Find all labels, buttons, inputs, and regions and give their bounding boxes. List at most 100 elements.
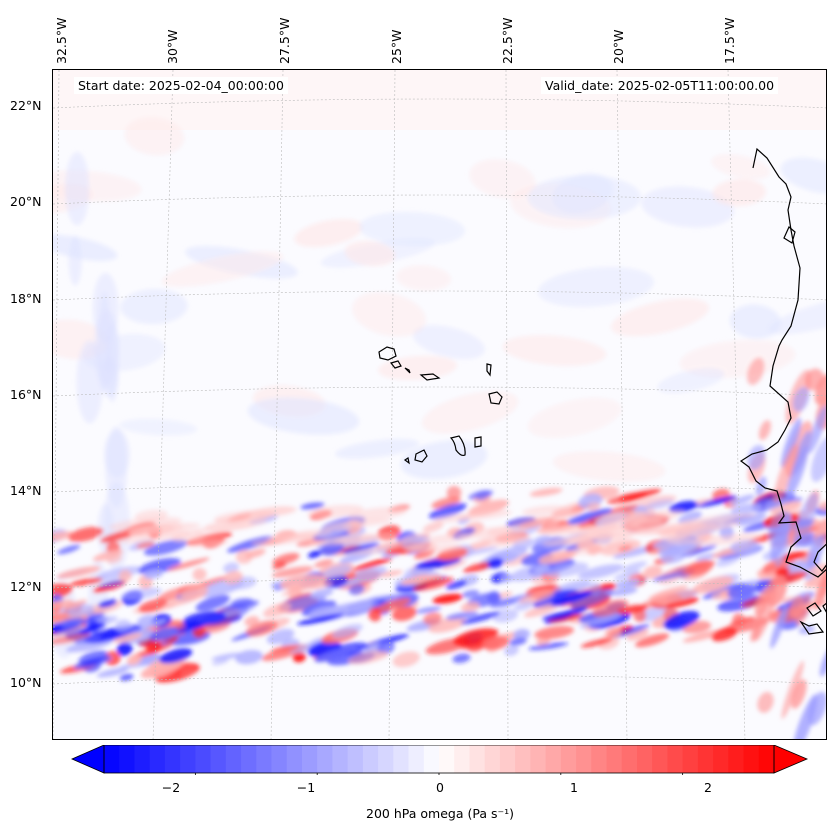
colorbar-segment — [378, 745, 394, 773]
omega-anomaly-cell — [106, 322, 119, 403]
omega-anomaly-cell — [532, 589, 580, 608]
omega-anomaly-cell — [347, 650, 389, 665]
colorbar-segment — [515, 745, 531, 773]
omega-anomaly-cell — [117, 532, 192, 544]
omega-anomaly-cell — [292, 652, 306, 663]
omega-anomaly-cell — [348, 584, 365, 595]
colorbar-segment — [423, 745, 440, 773]
omega-anomaly-cell — [161, 251, 284, 287]
gridline-12n — [53, 578, 826, 589]
omega-anomaly-cell — [500, 573, 513, 583]
lon-label-17-5w: 17.5°W — [722, 17, 737, 64]
omega-anomaly-cell — [422, 521, 444, 533]
omega-anomaly-cell — [182, 611, 227, 626]
omega-anomaly-cell — [469, 535, 531, 548]
omega-anomaly-cell — [541, 526, 593, 536]
colorbar-segment — [119, 745, 136, 773]
omega-anomaly-cell — [786, 445, 809, 500]
omega-anomaly-cell — [531, 566, 545, 577]
omega-anomaly-cell — [730, 616, 755, 626]
bijagos-island-a — [806, 602, 822, 617]
west-africa-coastline — [739, 147, 826, 635]
omega-anomaly-cell — [314, 646, 355, 663]
island-sao-nicolau — [419, 373, 441, 381]
omega-anomaly-cell — [579, 613, 623, 629]
map-panel[interactable] — [52, 69, 827, 740]
omega-anomaly-cell — [272, 561, 287, 570]
omega-anomaly-cell — [425, 544, 464, 553]
colorbar-segment — [545, 745, 562, 773]
colorbar-segment — [301, 745, 318, 773]
omega-anomaly-cell — [735, 512, 767, 526]
island-fogo — [414, 449, 428, 463]
gridline-14n — [53, 482, 826, 493]
colorbar-segment — [728, 745, 745, 773]
gridline-20n — [53, 194, 826, 205]
islet-banc-darguin — [783, 226, 796, 244]
omega-anomaly-cell — [392, 651, 420, 668]
omega-anomaly-cell — [309, 581, 333, 590]
omega-anomaly-cell — [136, 541, 155, 549]
omega-anomaly-cell — [120, 587, 162, 600]
omega-anomaly-cell — [113, 632, 143, 644]
omega-anomaly-cell — [327, 651, 367, 666]
colorbar-segment — [210, 745, 227, 773]
omega-anomaly-cell — [682, 629, 725, 643]
omega-anomaly-cell — [63, 599, 88, 610]
omega-anomaly-cell — [73, 636, 102, 644]
colorbar-segment — [667, 745, 684, 773]
omega-anomaly-cell — [611, 298, 709, 337]
omega-anomaly-cell — [180, 585, 209, 599]
colorbar-segment — [104, 745, 120, 773]
bijagos-outline — [813, 543, 826, 572]
omega-anomaly-cell — [622, 561, 648, 571]
omega-anomaly-cell — [98, 599, 118, 608]
omega-anomaly-cell — [266, 628, 295, 645]
gridline-18n — [53, 290, 826, 301]
omega-anomaly-cell — [527, 397, 622, 438]
omega-anomaly-cell — [422, 533, 471, 544]
omega-anomaly-cell — [180, 662, 195, 677]
colorbar-segment — [241, 745, 257, 773]
omega-anomaly-cell — [191, 523, 256, 534]
omega-anomaly-cell — [118, 569, 132, 582]
omega-anomaly-cell — [819, 646, 826, 677]
omega-anomaly-cell — [768, 295, 826, 335]
omega-anomaly-cell — [460, 601, 480, 612]
omega-anomaly-cell — [768, 510, 791, 546]
omega-anomaly-cell — [641, 186, 734, 228]
omega-anomaly-cell — [104, 650, 121, 666]
omega-anomaly-cell — [171, 530, 205, 543]
omega-anomaly-cell — [271, 645, 299, 653]
omega-anomaly-cell — [569, 542, 616, 555]
colorbar-segment — [195, 745, 212, 773]
omega-anomaly-cell — [414, 606, 442, 614]
omega-anomaly-cell — [143, 539, 188, 556]
omega-anomaly-cell — [591, 599, 629, 617]
omega-anomaly-cell — [792, 694, 818, 739]
omega-anomaly-cell — [56, 566, 101, 579]
bijagos-island-c — [799, 620, 825, 635]
lat-label-10n: 10°N — [10, 675, 42, 690]
omega-anomaly-cell — [263, 602, 292, 618]
omega-anomaly-cell — [373, 597, 411, 613]
omega-anomaly-cell — [601, 509, 653, 519]
omega-anomaly-cell — [692, 533, 762, 546]
colorbar-high-extension — [773, 745, 809, 774]
colorbar-segment — [636, 745, 653, 773]
omega-anomaly-cell — [615, 579, 640, 588]
bijagos-island-b — [822, 602, 826, 613]
omega-anomaly-cell — [93, 600, 123, 614]
valid-date-label: Valid_date: 2025-02-05T11:00:00.00 — [541, 77, 779, 94]
omega-anomaly-cell — [104, 430, 130, 479]
colorbar-tick-minus-1: −1 — [296, 780, 316, 795]
omega-anomaly-cell — [428, 616, 467, 633]
island-santiago — [449, 435, 466, 457]
omega-anomaly-cell — [412, 576, 454, 591]
omega-anomaly-cell — [144, 571, 163, 579]
colorbar-segment — [317, 745, 334, 773]
omega-anomaly-cell — [60, 617, 85, 629]
colorbar-segment — [271, 745, 288, 773]
omega-anomaly-cell — [348, 506, 408, 521]
omega-anomaly-cell — [280, 574, 327, 590]
